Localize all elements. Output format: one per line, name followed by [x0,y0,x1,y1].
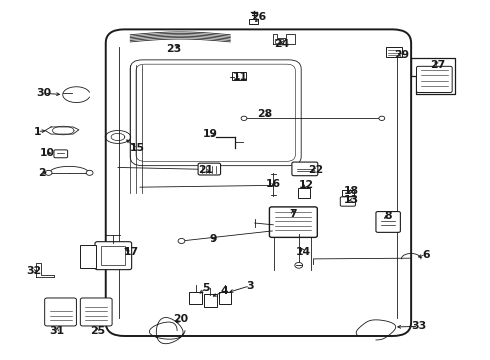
FancyBboxPatch shape [80,298,112,326]
FancyBboxPatch shape [270,207,318,237]
FancyBboxPatch shape [376,212,400,232]
Text: 27: 27 [430,59,445,69]
Circle shape [379,116,385,121]
Text: 13: 13 [344,195,359,205]
Text: 1: 1 [34,127,41,136]
Circle shape [295,262,303,268]
Text: 16: 16 [266,179,281,189]
Text: 18: 18 [344,186,359,196]
Text: 31: 31 [49,326,65,336]
Text: 6: 6 [422,249,430,260]
Text: 14: 14 [296,247,311,257]
FancyBboxPatch shape [101,246,125,265]
FancyBboxPatch shape [54,150,68,158]
Text: 21: 21 [198,165,214,175]
Text: 11: 11 [233,72,247,82]
FancyBboxPatch shape [189,292,202,305]
Text: 22: 22 [308,165,323,175]
Text: 26: 26 [251,12,266,22]
FancyBboxPatch shape [80,244,96,267]
FancyBboxPatch shape [95,242,132,270]
Text: 20: 20 [173,314,188,324]
FancyBboxPatch shape [416,66,452,93]
Text: 4: 4 [220,286,228,296]
Text: 17: 17 [124,247,139,257]
Text: 8: 8 [384,211,392,221]
Text: 24: 24 [274,39,289,49]
Text: 5: 5 [202,283,210,293]
FancyBboxPatch shape [386,47,402,57]
Text: 10: 10 [40,148,54,158]
Text: 29: 29 [394,50,409,60]
Text: 9: 9 [210,234,217,244]
Circle shape [45,170,52,175]
FancyBboxPatch shape [219,292,231,305]
FancyBboxPatch shape [275,39,283,43]
Text: 30: 30 [36,88,51,98]
Text: 7: 7 [289,209,297,219]
FancyBboxPatch shape [232,72,246,80]
Text: 23: 23 [167,44,182,54]
FancyBboxPatch shape [342,190,354,196]
Text: 32: 32 [26,266,42,276]
Text: 2: 2 [38,168,46,178]
Circle shape [178,238,185,243]
FancyBboxPatch shape [249,19,258,24]
FancyBboxPatch shape [204,294,217,307]
FancyBboxPatch shape [340,197,355,206]
Circle shape [241,116,247,121]
FancyBboxPatch shape [198,163,220,175]
Text: 33: 33 [411,321,426,331]
Text: 28: 28 [257,109,272,119]
Text: 25: 25 [90,326,105,336]
Text: 3: 3 [246,281,254,291]
Circle shape [86,170,93,175]
Text: 15: 15 [130,143,145,153]
FancyBboxPatch shape [298,188,311,198]
FancyBboxPatch shape [45,298,76,326]
FancyBboxPatch shape [292,162,318,176]
Text: 19: 19 [203,129,219,139]
Text: 12: 12 [298,180,314,190]
